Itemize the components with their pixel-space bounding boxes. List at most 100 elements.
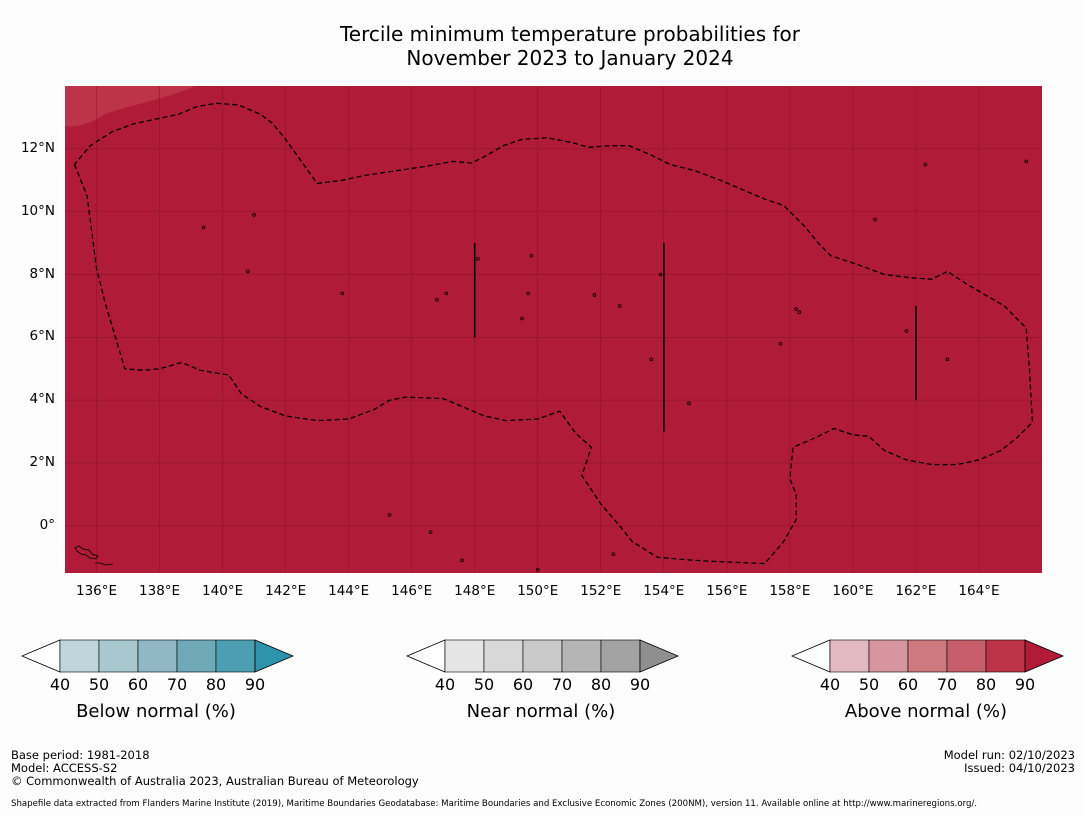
longitude-label: 150°E [517,583,559,599]
colorbar-tick-label: 60 [127,675,149,694]
longitude-label: 144°E [328,583,370,599]
longitude-label: 138°E [139,583,181,599]
island-outline [945,357,950,362]
island-group-outline [74,545,99,560]
colorbar-tick-label: 80 [205,675,227,694]
island-outline [923,162,928,167]
colorbar-tick-label: 40 [819,675,841,694]
colorbar-min-extend [20,639,61,673]
base-period: Base period: 1981-2018 [11,748,150,762]
colorbar-tick-label: 80 [975,675,997,694]
colorbar-segment [176,639,217,673]
footer-right: Model run: 02/10/2023 Issued: 04/10/2023 [944,749,1075,775]
longitude-label: 148°E [454,583,496,599]
colorbar-tick-label: 70 [936,675,958,694]
map-title-line-1: Tercile minimum temperature probabilitie… [339,22,801,46]
island-outline [460,558,464,563]
island-outline [476,257,480,261]
colorbar-tick-label: 40 [434,675,456,694]
colorbar-tick-label: 70 [166,675,188,694]
longitude-label: 146°E [391,583,433,599]
longitude-label: 142°E [265,583,307,599]
island-outline [778,341,783,346]
colorbar-tick-label: 40 [49,675,71,694]
colorbar-segment [98,639,139,673]
latitude-label: 10°N [20,202,55,219]
island-outline [201,225,206,230]
island-outline [794,307,798,311]
latitude-label: 12°N [20,139,55,156]
issued-date: Issued: 04/10/2023 [964,761,1075,775]
island-outline [904,329,909,333]
latitude-label: 0° [39,516,55,533]
longitude-label: 156°E [706,583,748,599]
colorbar-below-normal: 40 50 60 70 80 90 Below normal (%) [20,638,310,728]
colorbar-tick-label: 80 [590,675,612,694]
reef-outline [95,562,114,566]
colorbar-segment [985,639,1026,673]
model-run-date: Model run: 02/10/2023 [943,748,1075,762]
model-name: Model: ACCESS-S2 [11,761,118,775]
colorbar-tick-label: 50 [473,675,495,694]
colorbar-near-normal-scale [405,639,680,673]
colorbar-below-normal-scale [20,639,295,673]
colorbar-max-extend [639,639,680,673]
island-outline [797,310,802,315]
latitude-label: 8°N [29,265,55,282]
colorbar-segment [946,639,987,673]
map-layers [65,86,1042,573]
colorbar-tick-label: 90 [1014,675,1036,694]
colorbar-segment [868,639,909,673]
copyright: © Commonwealth of Australia 2023, Austra… [11,774,419,788]
colorbar-max-extend [254,639,295,673]
island-outline [520,316,524,321]
island-outline [617,304,622,308]
colorbar-tick-label: 90 [629,675,651,694]
island-outline [1024,159,1029,164]
colorbar-above-normal-title: Above normal (%) [844,701,1008,722]
colorbar-above-normal: 40 50 60 70 80 90 Above normal (%) [790,638,1080,728]
longitude-label: 164°E [958,583,1000,599]
longitude-label: 140°E [202,583,244,599]
colorbar-segment [215,639,256,673]
island-outline [658,272,663,277]
island-outline [340,291,345,296]
probability-map [65,86,1042,573]
colorbar-min-extend [790,639,831,673]
colorbar-tick-label: 60 [512,675,534,694]
island-outline [245,269,250,274]
latitude-label: 4°N [29,391,55,408]
island-outline [592,293,597,297]
island-outline [535,568,540,572]
longitude-label: 160°E [832,583,874,599]
island-outline [444,291,449,296]
latitude-label: 2°N [29,454,55,471]
colorbar-segment [907,639,948,673]
map-fill [65,86,1042,573]
island-outline [611,552,616,556]
map-title-line-2: November 2023 to January 2024 [406,46,734,70]
map-title: Tercile minimum temperature probabilitie… [0,22,1085,70]
island-outline [687,401,691,406]
island-outline [529,253,534,258]
longitude-label: 136°E [75,583,118,599]
colorbar-segment [137,639,178,673]
colorbar-segment [600,639,641,673]
footer-left: Base period: 1981-2018 Model: ACCESS-S2 … [11,749,419,788]
colorbar-tick-label: 90 [244,675,266,694]
island-outline [428,530,433,534]
colorbar-tick-label: 50 [88,675,110,694]
longitude-label: 162°E [895,583,937,599]
colorbar-segment [444,639,485,673]
colorbar-max-extend [1024,639,1065,673]
longitude-label: 152°E [580,583,622,599]
colorbar-segment [829,639,870,673]
colorbar-segment [483,639,524,673]
island-outline [649,357,653,362]
colorbar-segment [522,639,563,673]
colorbar-near-normal: 40 50 60 70 80 90 Near normal (%) [405,638,695,728]
colorbar-tick-label: 60 [897,675,919,694]
colorbar-tick-label: 70 [551,675,573,694]
island-outline [252,213,256,217]
longitude-label: 154°E [643,583,685,599]
